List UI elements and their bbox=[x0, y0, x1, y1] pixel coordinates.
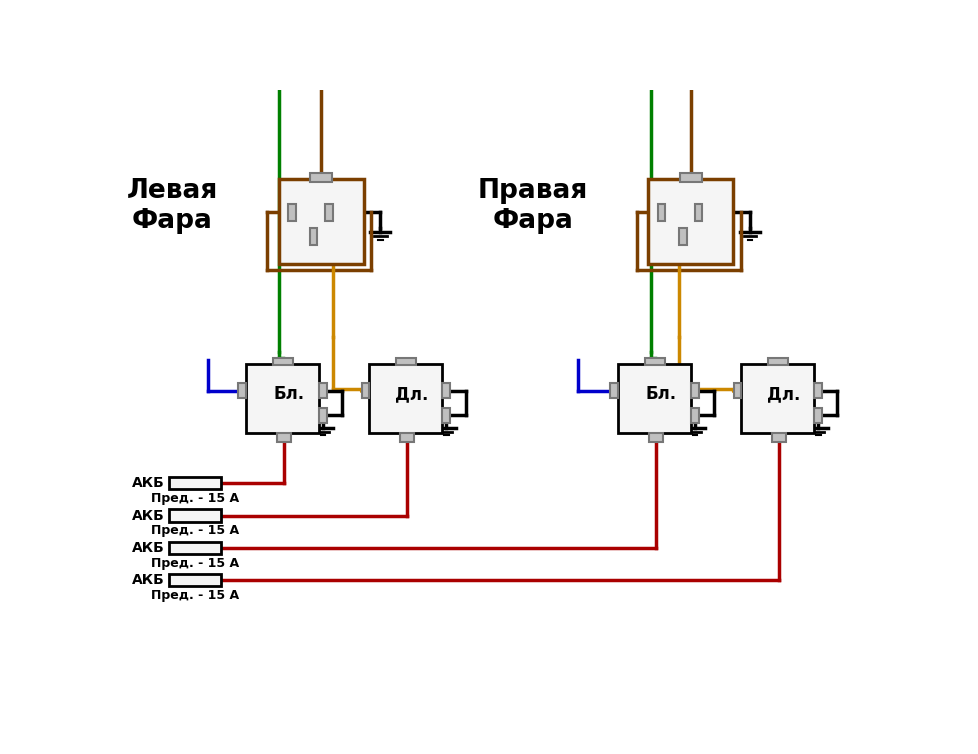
Text: Правая
Фара: Правая Фара bbox=[477, 178, 588, 234]
Bar bbox=[361, 383, 369, 398]
Bar bbox=[680, 173, 701, 182]
Bar bbox=[442, 383, 450, 398]
Bar bbox=[694, 204, 701, 221]
Bar bbox=[273, 357, 292, 366]
Text: Пред. - 15 А: Пред. - 15 А bbox=[151, 525, 239, 538]
Bar bbox=[319, 408, 327, 423]
Bar bbox=[168, 477, 221, 489]
Bar bbox=[767, 357, 787, 366]
Bar bbox=[609, 383, 617, 398]
Bar bbox=[239, 383, 245, 398]
Bar bbox=[277, 433, 290, 443]
Bar bbox=[319, 383, 327, 398]
Text: Пред. - 15 А: Пред. - 15 А bbox=[151, 556, 239, 570]
Bar bbox=[772, 433, 785, 443]
Text: Бл.: Бл. bbox=[645, 385, 676, 403]
Text: Левая
Фара: Левая Фара bbox=[127, 178, 218, 234]
Bar bbox=[442, 408, 450, 423]
Bar bbox=[310, 173, 332, 182]
Text: Пред. - 15 А: Пред. - 15 А bbox=[151, 589, 239, 602]
Text: Пред. - 15 А: Пред. - 15 А bbox=[151, 492, 239, 505]
Bar bbox=[648, 433, 662, 443]
Bar bbox=[679, 228, 687, 245]
Bar bbox=[309, 228, 317, 245]
Bar bbox=[168, 574, 221, 587]
Bar bbox=[168, 541, 221, 554]
Text: АКБ: АКБ bbox=[132, 573, 164, 587]
Text: Бл.: Бл. bbox=[273, 385, 304, 403]
Bar bbox=[369, 364, 442, 433]
Bar bbox=[690, 383, 698, 398]
Text: АКБ: АКБ bbox=[132, 508, 164, 523]
Text: Дл.: Дл. bbox=[767, 385, 800, 403]
Bar bbox=[245, 364, 319, 433]
Bar bbox=[617, 364, 690, 433]
Bar bbox=[644, 357, 664, 366]
Bar bbox=[690, 408, 698, 423]
Bar bbox=[740, 364, 814, 433]
Bar bbox=[400, 433, 414, 443]
Text: АКБ: АКБ bbox=[132, 477, 164, 490]
Bar bbox=[325, 204, 333, 221]
Bar bbox=[647, 179, 733, 264]
Text: АКБ: АКБ bbox=[132, 541, 164, 555]
Bar bbox=[814, 408, 822, 423]
Bar bbox=[814, 383, 822, 398]
Bar bbox=[168, 510, 221, 522]
Bar bbox=[733, 383, 740, 398]
Bar bbox=[288, 204, 295, 221]
Bar bbox=[657, 204, 665, 221]
Text: Дл.: Дл. bbox=[395, 385, 428, 403]
Bar bbox=[395, 357, 416, 366]
Bar bbox=[279, 179, 363, 264]
